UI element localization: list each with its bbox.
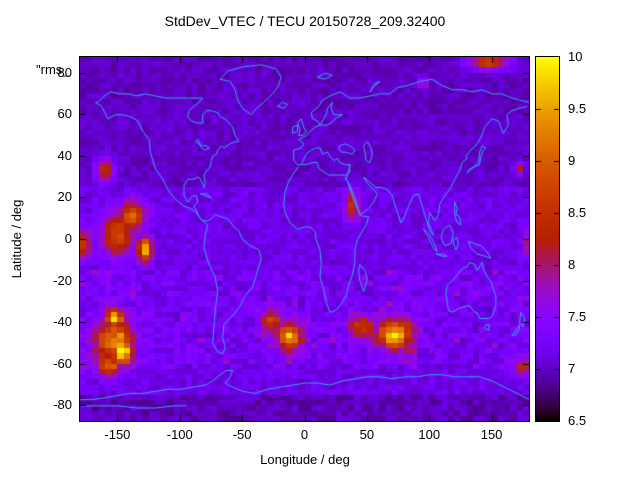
- colorbar-tick-label: 9: [568, 153, 576, 168]
- colorbar-tick-label: 10: [568, 49, 583, 64]
- colorbar-tick-label: 7: [568, 361, 576, 376]
- x-tick-label: 100: [418, 427, 441, 442]
- x-tick-label: -150: [104, 427, 131, 442]
- x-tick-label: 0: [300, 427, 309, 442]
- y-tick-label: -40: [53, 314, 72, 330]
- y-tick-label: -60: [53, 355, 72, 371]
- colorbar-canvas: [536, 57, 559, 421]
- colorbar-tick-label: 8: [568, 257, 576, 272]
- colorbar-tick-label: 6.5: [568, 413, 587, 428]
- y-tick-label: 0: [64, 231, 72, 246]
- x-axis-label: Longitude / deg: [260, 452, 350, 467]
- colorbar-tick-label: 9.5: [568, 101, 587, 116]
- x-tick-label: 50: [359, 427, 375, 442]
- map-plot-area: [79, 56, 530, 422]
- colorbar-tick-label: 8.5: [568, 205, 587, 220]
- x-tick-label: 150: [480, 427, 503, 442]
- y-tick-label: -20: [53, 272, 72, 288]
- colorbar-tick-label: 7.5: [568, 309, 587, 324]
- y-tick-label: 40: [57, 147, 72, 163]
- stray-rms-label: "rms_: [36, 62, 70, 77]
- chart-title: StdDev_VTEC / TECU 20150728_209.32400: [164, 13, 446, 29]
- y-tick-label: 60: [57, 106, 72, 122]
- colorbar: [535, 56, 560, 422]
- world-heatmap-canvas: [80, 57, 529, 421]
- y-tick-label: 20: [57, 189, 72, 205]
- x-tick-label: -50: [232, 427, 252, 442]
- y-tick-label: 80: [57, 64, 72, 80]
- y-axis-label: Latitude / deg: [9, 199, 24, 279]
- y-tick-label: -80: [53, 397, 72, 413]
- x-tick-label: -100: [166, 427, 193, 442]
